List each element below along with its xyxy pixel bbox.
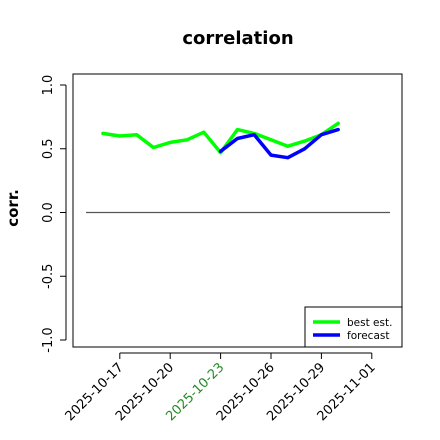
series-layer xyxy=(101,121,340,160)
legend: best est. forecast xyxy=(304,306,403,348)
y-axis-label: corr. xyxy=(4,189,22,227)
chart-title: correlation xyxy=(182,28,293,49)
x-axis: 2025-10-172025-10-202025-10-232025-10-26… xyxy=(63,352,379,424)
y-tick-label: 0.5 xyxy=(41,138,56,159)
y-tick-label: 0.0 xyxy=(41,202,56,223)
legend-label-forecast: forecast xyxy=(347,330,389,342)
y-axis: -1.0 -0.5 0.0 0.5 1.0 xyxy=(41,75,67,353)
legend-label-best-est: best est. xyxy=(347,317,392,329)
series-line-forecast xyxy=(218,127,340,160)
y-tick-label: -0.5 xyxy=(41,264,56,289)
legend-box xyxy=(304,306,403,348)
y-tick-label: -1.0 xyxy=(41,327,56,352)
y-tick-label: 1.0 xyxy=(41,75,56,96)
plot-area xyxy=(72,73,403,348)
